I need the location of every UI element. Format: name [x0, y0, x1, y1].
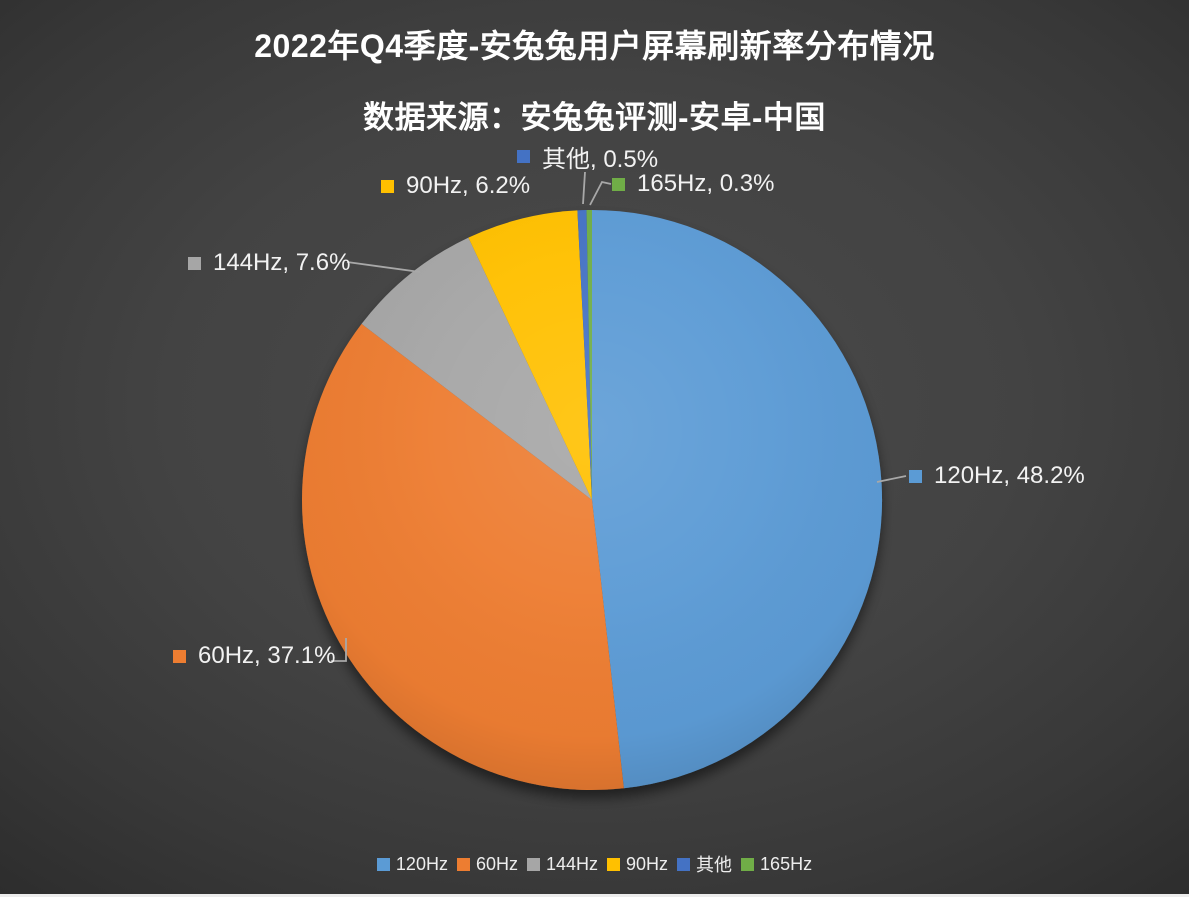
legend-marker-144hz	[526, 857, 540, 871]
legend-item-120hz: 120Hz	[376, 853, 448, 875]
leader-line-120hz	[876, 475, 907, 483]
bottom-border	[0, 894, 1189, 897]
pie-shade-overlay	[302, 210, 882, 790]
legend-label-60hz: 60Hz	[475, 853, 518, 874]
legend: 120Hz 60Hz 144Hz 90Hz 其他 165Hz	[0, 851, 1189, 877]
legend-item-90hz: 90Hz	[607, 854, 668, 875]
legend-item-144hz: 144Hz	[526, 853, 599, 875]
legend-label-165hz: 165Hz	[760, 853, 813, 874]
legend-marker-165hz	[741, 857, 755, 871]
legend-item-60hz: 60Hz	[456, 853, 518, 875]
legend-marker-90hz	[607, 857, 621, 871]
legend-label-120hz: 120Hz	[395, 853, 448, 874]
legend-item-other: 其他	[677, 851, 732, 877]
leader-line-60hz	[331, 638, 347, 662]
legend-label-144hz: 144Hz	[545, 853, 599, 874]
legend-label-other: 其他	[696, 855, 733, 875]
leader-line-165hz	[589, 180, 612, 206]
chart-subtitle: 数据来源：安兔兔评测-安卓-中国	[363, 100, 826, 135]
leader-line-144hz	[346, 261, 421, 273]
legend-marker-120hz	[376, 857, 390, 871]
legend-marker-60hz	[456, 857, 470, 871]
legend-label-90hz: 90Hz	[626, 853, 669, 874]
legend-marker-other	[677, 857, 691, 871]
leader-line-other	[582, 171, 586, 205]
legend-item-165hz: 165Hz	[741, 854, 812, 875]
chart-title: 2022年Q4季度-安兔兔用户屏幕刷新率分布情况	[254, 28, 935, 64]
